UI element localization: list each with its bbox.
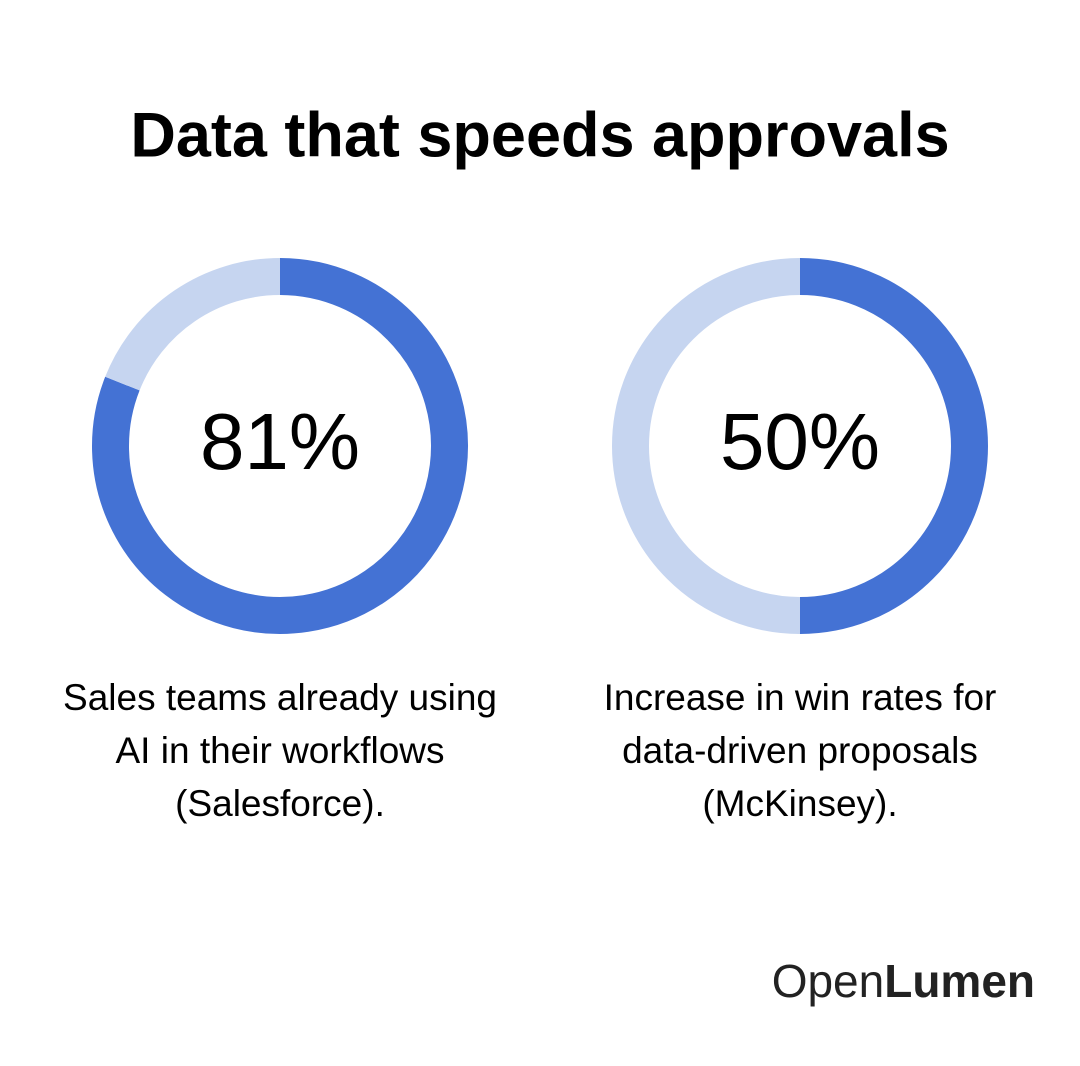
- donut-segment: [105, 258, 281, 391]
- donut-segment: [799, 258, 988, 634]
- brand-logo: OpenLumen: [772, 955, 1035, 1007]
- caption-line: (Salesforce).: [175, 783, 385, 824]
- donut-segment: [612, 258, 801, 634]
- donut-segment: [92, 258, 468, 634]
- caption-line: Increase in win rates for: [604, 677, 997, 718]
- center-value-label: 81%: [200, 397, 360, 486]
- brand-light: Open: [772, 955, 885, 1007]
- caption-line: AI in their workflows: [116, 730, 445, 771]
- caption-line: data-driven proposals: [622, 730, 978, 771]
- center-value-label: 50%: [720, 397, 880, 486]
- brand-bold: Lumen: [884, 955, 1035, 1007]
- caption-line: Sales teams already using: [63, 677, 497, 718]
- title: Data that speeds approvals: [130, 101, 949, 171]
- caption-line: (McKinsey).: [702, 783, 897, 824]
